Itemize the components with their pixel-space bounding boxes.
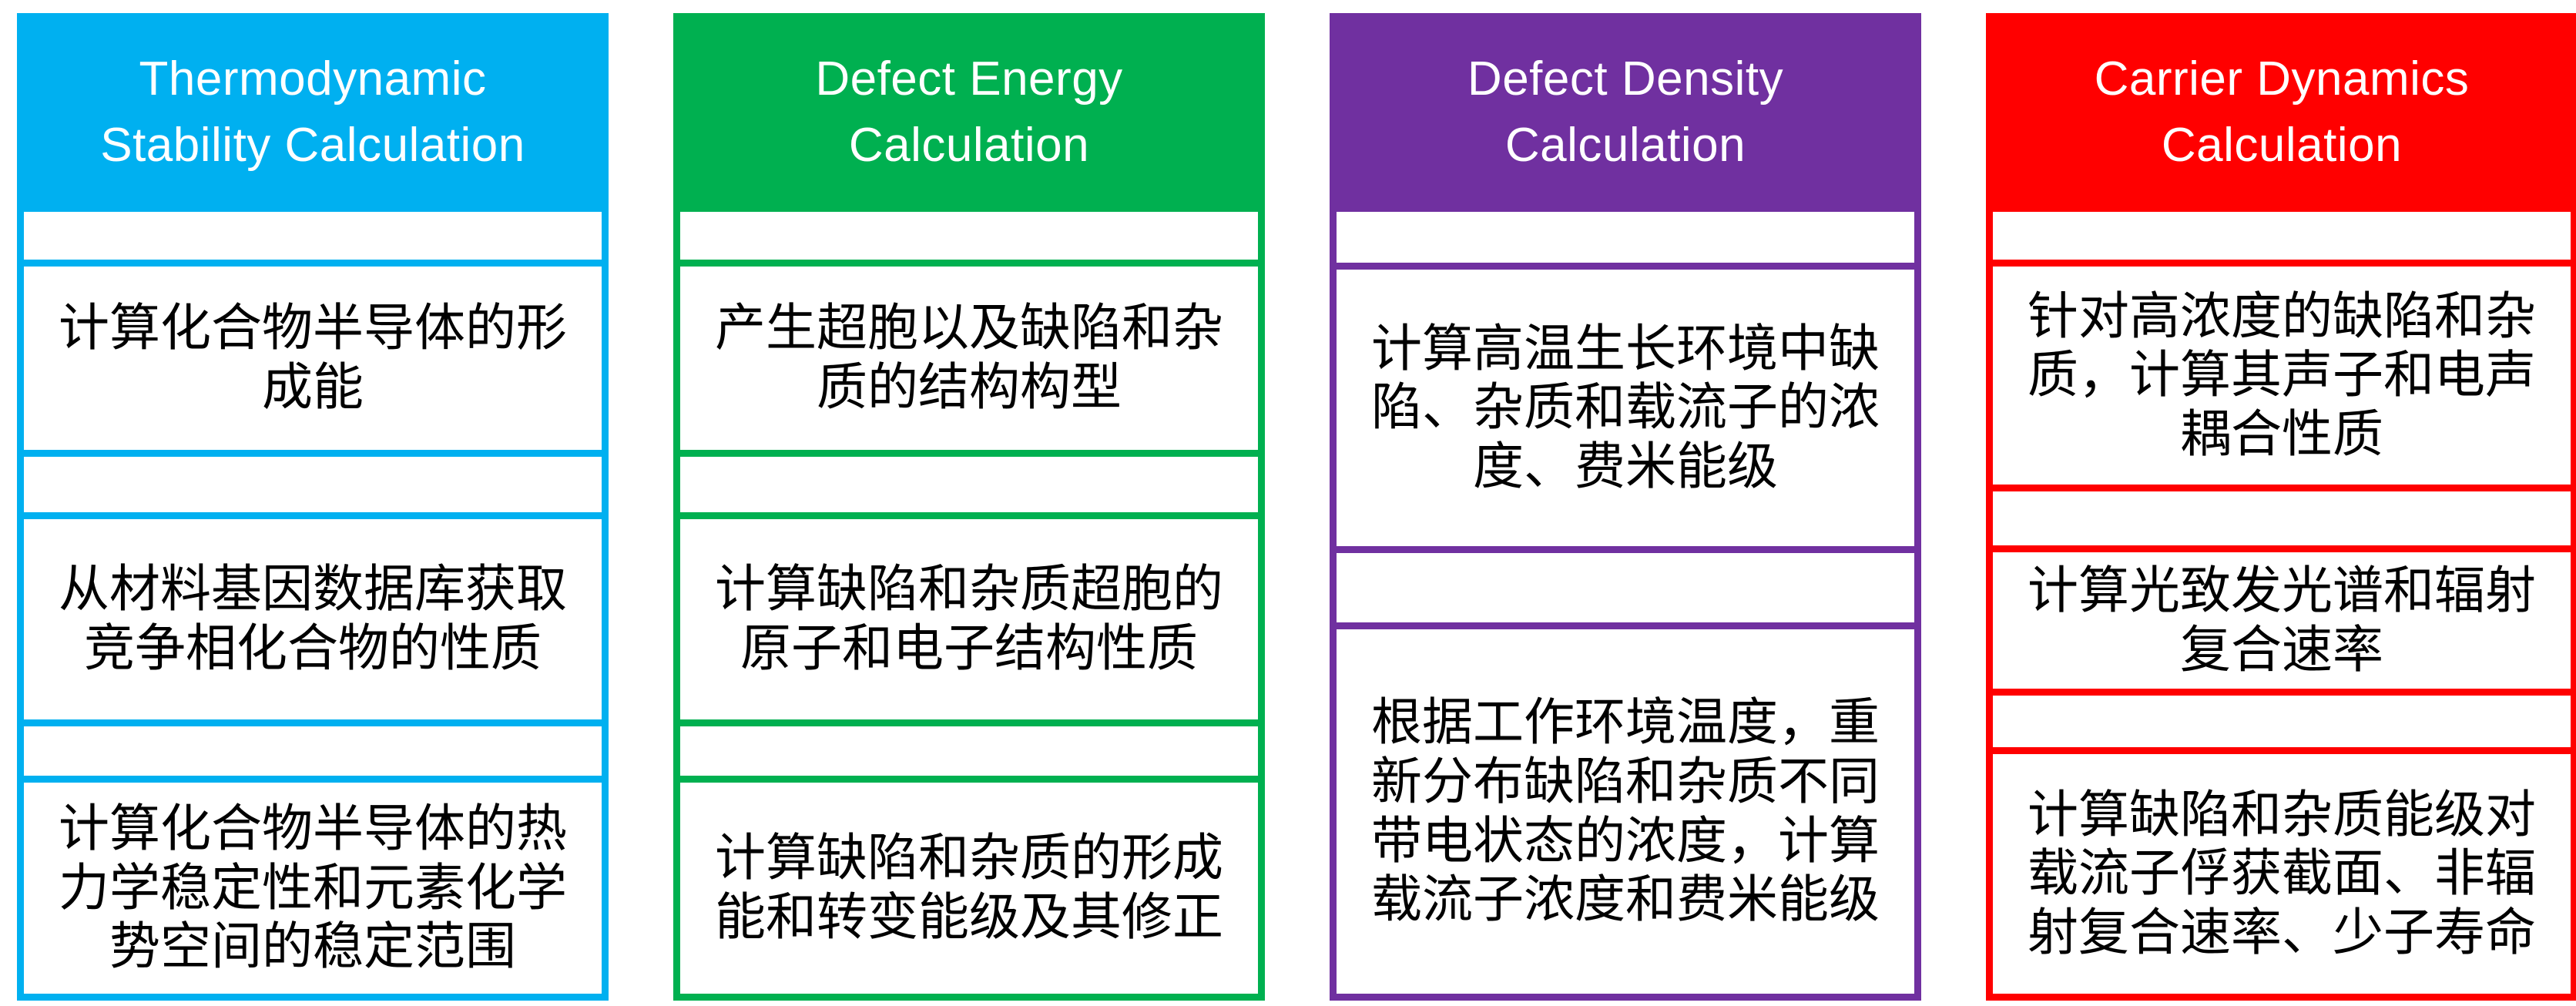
step-text: 针对高浓度的缺陷和杂质，计算其声子和电声耦合性质	[2028, 286, 2536, 464]
spacer-box	[1986, 689, 2576, 754]
spacer-box	[1986, 205, 2576, 267]
step-box: 从材料基因数据库获取竞争相化合物的性质	[17, 512, 609, 726]
step-text: 计算缺陷和杂质的形成能和转变能级及其修正	[715, 828, 1223, 947]
column-header-thermodynamic-stability: Thermodynamic Stability Calculation	[17, 13, 609, 212]
spacer-box	[1986, 485, 2576, 552]
step-text: 从材料基因数据库获取竞争相化合物的性质	[59, 559, 567, 678]
step-box: 计算光致发光谱和辐射复合速率	[1986, 545, 2576, 696]
step-box: 计算缺陷和杂质能级对载流子俘获截面、非辐射复合速率、少子寿命	[1986, 747, 2576, 1001]
column-header-defect-density: Defect Density Calculation	[1330, 13, 1921, 212]
step-text: 计算缺陷和杂质超胞的原子和电子结构性质	[715, 559, 1223, 678]
spacer-box	[673, 450, 1265, 519]
step-box: 针对高浓度的缺陷和杂质，计算其声子和电声耦合性质	[1986, 260, 2576, 491]
process-diagram: Thermodynamic Stability Calculation 计算化合…	[17, 13, 2576, 1001]
step-text: 计算缺陷和杂质能级对载流子俘获截面、非辐射复合速率、少子寿命	[2028, 784, 2536, 962]
column-header-carrier-dynamics: Carrier Dynamics Calculation	[1986, 13, 2576, 212]
spacer-box	[1330, 205, 1921, 270]
step-text: 计算化合物半导体的形成能	[59, 298, 567, 417]
step-box: 计算化合物半导体的热力学稳定性和元素化学势空间的稳定范围	[17, 776, 609, 1001]
column-title: Defect Density Calculation	[1467, 52, 1784, 172]
step-text: 计算高温生长环境中缺陷、杂质和载流子的浓度、费米能级	[1371, 318, 1880, 496]
spacer-box	[17, 450, 609, 519]
step-box: 根据工作环境温度，重新分布缺陷和杂质不同带电状态的浓度，计算载流子浓度和费米能级	[1330, 622, 1921, 1001]
step-text: 产生超胞以及缺陷和杂质的结构构型	[715, 298, 1223, 417]
spacer-box	[17, 205, 609, 267]
spacer-box	[17, 719, 609, 783]
step-text: 计算化合物半导体的热力学稳定性和元素化学势空间的稳定范围	[59, 799, 567, 977]
step-box: 计算高温生长环境中缺陷、杂质和载流子的浓度、费米能级	[1330, 263, 1921, 553]
step-box: 计算缺陷和杂质的形成能和转变能级及其修正	[673, 776, 1265, 1001]
column-defect-energy: Defect Energy Calculation 产生超胞以及缺陷和杂质的结构…	[673, 13, 1265, 1001]
column-carrier-dynamics: Carrier Dynamics Calculation 针对高浓度的缺陷和杂质…	[1986, 13, 2576, 1001]
spacer-box	[673, 205, 1265, 267]
column-title: Thermodynamic Stability Calculation	[100, 52, 525, 172]
column-thermodynamic-stability: Thermodynamic Stability Calculation 计算化合…	[17, 13, 609, 1001]
step-box: 计算缺陷和杂质超胞的原子和电子结构性质	[673, 512, 1265, 726]
step-box: 计算化合物半导体的形成能	[17, 260, 609, 457]
column-header-defect-energy: Defect Energy Calculation	[673, 13, 1265, 212]
spacer-box	[1330, 546, 1921, 629]
step-box: 产生超胞以及缺陷和杂质的结构构型	[673, 260, 1265, 457]
column-title: Carrier Dynamics Calculation	[2094, 52, 2470, 172]
column-defect-density: Defect Density Calculation 计算高温生长环境中缺陷、杂…	[1330, 13, 1921, 1001]
step-text: 根据工作环境温度，重新分布缺陷和杂质不同带电状态的浓度，计算载流子浓度和费米能级	[1371, 692, 1880, 930]
step-text: 计算光致发光谱和辐射复合速率	[2028, 560, 2536, 679]
spacer-box	[673, 719, 1265, 783]
column-title: Defect Energy Calculation	[815, 52, 1123, 172]
